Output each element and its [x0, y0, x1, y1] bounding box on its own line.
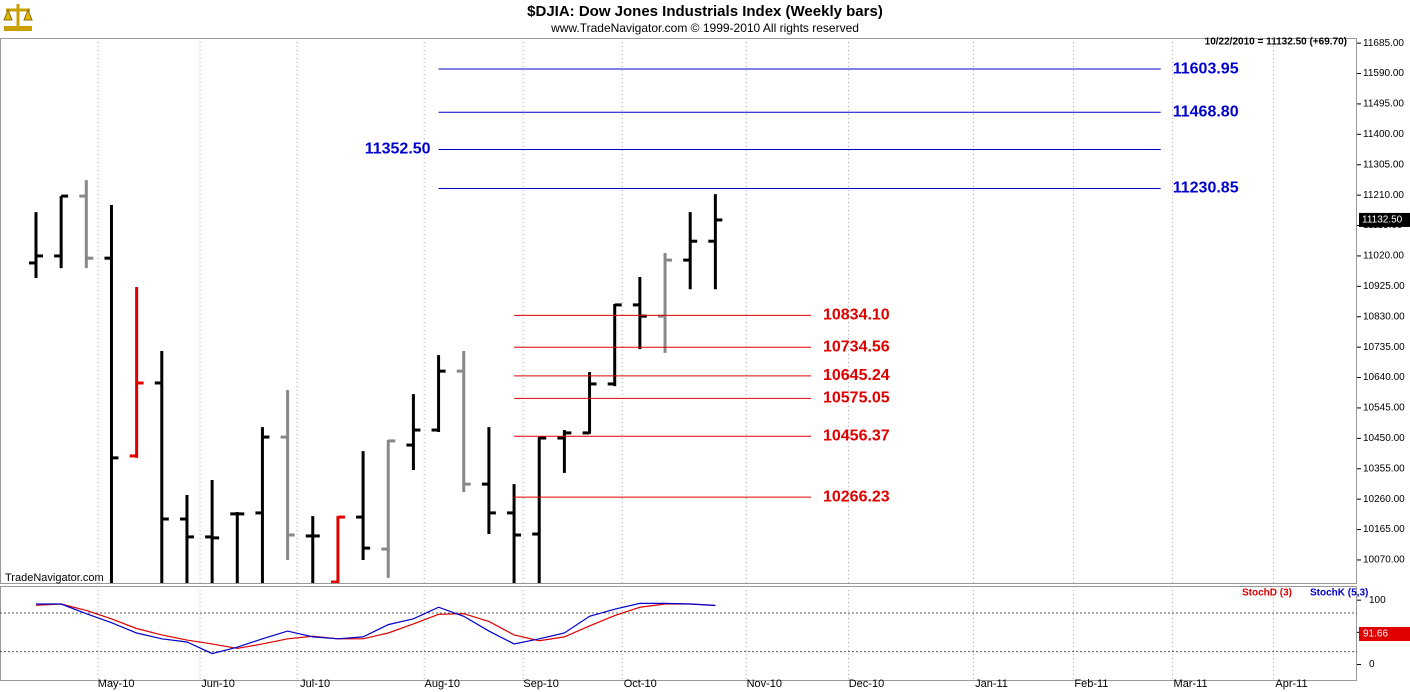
stoch-last-box — [1359, 627, 1410, 641]
stoch-last-label: 91.66 — [1363, 629, 1388, 640]
logo — [3, 4, 33, 31]
y-tick-label: 11685.00 — [1363, 38, 1404, 49]
last-info: 10/22/2010 = 11132.50 (+69.70) — [1205, 37, 1347, 48]
chart-title: $DJIA: Dow Jones Industrials Index (Week… — [527, 3, 883, 20]
chart-subtitle: www.TradeNavigator.com © 1999-2010 All r… — [550, 21, 859, 35]
level-label: 10575.05 — [823, 390, 890, 407]
stoch-line — [35, 603, 716, 650]
x-tick-label: Sep-10 — [523, 678, 558, 690]
y-tick-label: 10260.00 — [1363, 494, 1405, 505]
y-tick-label: 10925.00 — [1363, 281, 1405, 292]
x-tick-label: Aug-10 — [424, 678, 459, 690]
x-tick-label: Nov-10 — [747, 678, 782, 690]
y-tick-label: 10070.00 — [1363, 555, 1405, 566]
stoch-panel — [0, 586, 1357, 681]
y-tick-label: 11305.00 — [1363, 159, 1404, 170]
x-tick-label: Apr-11 — [1275, 678, 1307, 690]
last-price-box — [1359, 212, 1410, 227]
level-label: 11352.50 — [365, 141, 431, 158]
bars — [28, 180, 723, 583]
legend-entry: StochK (5,3) — [1310, 588, 1368, 599]
x-tick-label: Oct-10 — [624, 678, 657, 690]
y-tick-label: 10735.00 — [1363, 342, 1405, 353]
x-tick-label: Jan-11 — [975, 678, 1008, 690]
x-tick-label: Dec-10 — [849, 678, 884, 690]
level-label: 11230.85 — [1173, 180, 1239, 197]
level-label: 11468.80 — [1173, 104, 1239, 121]
x-tick-label: May-10 — [98, 678, 135, 690]
stoch-tick-label: 0 — [1369, 659, 1375, 670]
last-price-label: 11132.50 — [1362, 215, 1403, 226]
x-tick-label: Mar-11 — [1174, 678, 1208, 690]
stoch-tick-label: 100 — [1369, 595, 1386, 606]
stoch-line — [35, 602, 716, 655]
level-label: 10734.56 — [823, 339, 890, 356]
level-label: 10645.24 — [823, 367, 890, 384]
level-label: 10456.37 — [823, 428, 890, 445]
legend-entry: StochD (3) — [1242, 588, 1292, 599]
x-tick-label: Jul-10 — [300, 678, 330, 690]
y-tick-label: 11400.00 — [1363, 129, 1404, 140]
y-tick-label: 10830.00 — [1363, 311, 1405, 322]
level-label: 10266.23 — [823, 488, 890, 505]
watermark: TradeNavigator.com — [5, 572, 104, 584]
x-tick-label: Jun-10 — [201, 678, 235, 690]
y-tick-label: 11210.00 — [1363, 190, 1404, 201]
level-label: 11603.95 — [1173, 60, 1239, 77]
y-tick-label: 11020.00 — [1363, 251, 1404, 262]
level-label: 10834.10 — [823, 307, 890, 324]
x-tick-label: Feb-11 — [1074, 678, 1108, 690]
y-tick-label: 11495.00 — [1363, 99, 1404, 110]
price-panel — [0, 38, 1357, 584]
y-tick-label: 10450.00 — [1363, 433, 1405, 444]
y-tick-label: 11590.00 — [1363, 68, 1404, 79]
y-tick-label: 10640.00 — [1363, 372, 1405, 383]
y-tick-label: 10545.00 — [1363, 403, 1405, 414]
y-tick-label: 10355.00 — [1363, 463, 1405, 474]
y-tick-label: 10165.00 — [1363, 524, 1405, 535]
